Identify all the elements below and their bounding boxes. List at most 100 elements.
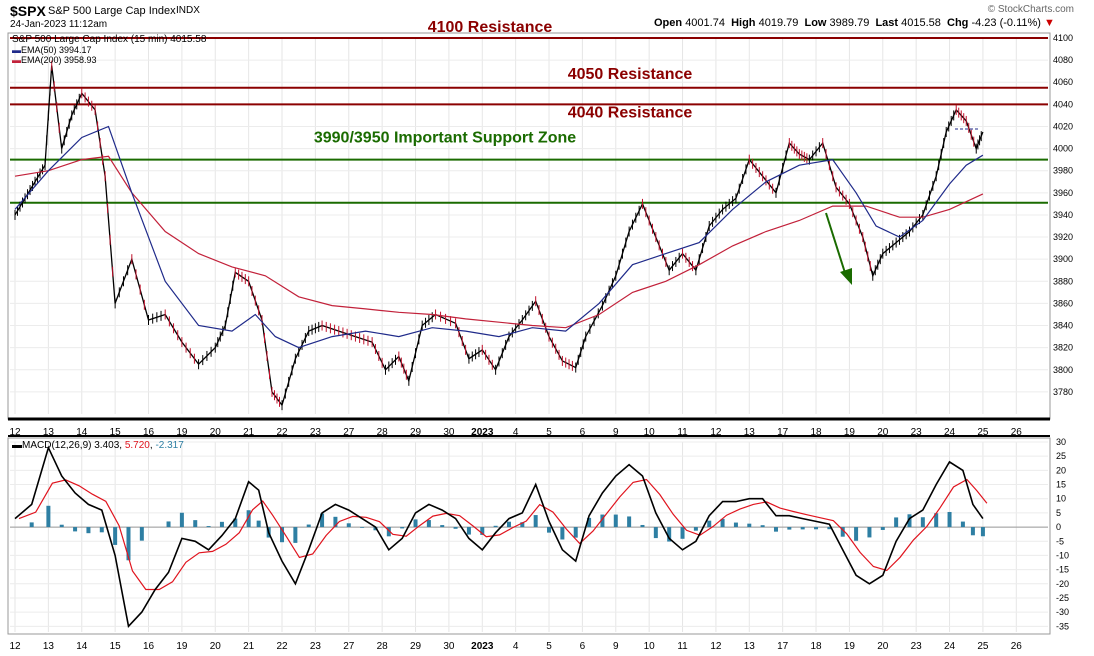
x-tick-label: 4: [513, 427, 519, 438]
macd-hist-bar: [193, 520, 198, 528]
x-tick-label-macd: 19: [176, 641, 188, 652]
macd-hist-bar: [219, 521, 224, 528]
x-tick-label: 16: [143, 427, 155, 438]
high-label: High: [731, 17, 756, 29]
x-tick-label-macd: 29: [410, 641, 422, 652]
chg-value: -4.23 (-0.11%): [971, 17, 1041, 29]
x-tick-label: 26: [1011, 427, 1023, 438]
macd-hist-bar: [587, 517, 592, 528]
macd-tick-label: 5: [1056, 508, 1061, 518]
macd-hist-bar: [373, 527, 378, 531]
price-tick-label: 3980: [1053, 166, 1073, 176]
macd-tick-label: 25: [1056, 451, 1066, 461]
ema200-legend-swatch-icon: ▬: [12, 55, 21, 65]
macd-hist-bar: [99, 527, 104, 533]
level-annotation-label: 3990/3950 Important Support Zone: [314, 130, 576, 147]
macd-hist-bar: [59, 524, 64, 528]
x-tick-label-macd: 13: [43, 641, 55, 652]
x-tick-label: 20: [877, 427, 889, 438]
x-tick-label-macd: 5: [546, 641, 552, 652]
macd-hist-bar: [179, 512, 184, 528]
low-label: Low: [804, 17, 827, 29]
x-tick-label-macd: 12: [9, 641, 21, 652]
macd-signal-value: 5.720: [124, 440, 150, 451]
x-tick-label: 9: [613, 427, 619, 438]
x-tick-label-macd: 25: [977, 641, 989, 652]
macd-hist-bar: [760, 525, 765, 528]
macd-hist-bar: [667, 527, 672, 542]
macd-tick-label: -20: [1056, 579, 1069, 589]
x-tick-label-macd: 27: [343, 641, 355, 652]
x-tick-label-macd: 28: [377, 641, 389, 652]
x-tick-label: 15: [110, 427, 122, 438]
x-tick-label-macd: 4: [513, 641, 519, 652]
macd-hist-bar: [440, 525, 445, 528]
open-value: 4001.74: [685, 17, 725, 29]
macd-hist-bar: [480, 527, 485, 535]
ema200-legend: ▬EMA(200) 3958.93: [12, 55, 97, 65]
level-annotation-label: 4040 Resistance: [568, 104, 693, 121]
x-tick-label: 22: [276, 427, 288, 438]
macd-signal-line: [18, 478, 988, 591]
x-tick-label-macd: 2023: [471, 641, 494, 652]
macd-tick-label: -10: [1056, 550, 1069, 560]
x-tick-label: 23: [911, 427, 923, 438]
x-tick-label-macd: 21: [243, 641, 255, 652]
macd-hist-bar: [306, 524, 311, 528]
price-tick-label: 3840: [1053, 321, 1073, 331]
macd-hist-bar: [73, 527, 78, 532]
price-tick-label: 3860: [1053, 298, 1073, 308]
macd-hist-bar: [346, 523, 351, 528]
x-tick-label: 6: [580, 427, 586, 438]
macd-hist-bar: [333, 516, 338, 528]
x-tick-label-macd: 30: [443, 641, 455, 652]
macd-hist-bar: [814, 527, 819, 530]
macd-hist-bar: [707, 520, 712, 528]
price-tick-label: 4060: [1053, 77, 1073, 87]
macd-hist-bar: [854, 527, 859, 541]
x-tick-label-macd: 16: [143, 641, 155, 652]
x-tick-label: 19: [844, 427, 856, 438]
macd-hist-bar: [970, 527, 975, 536]
macd-hist-bar: [493, 525, 498, 528]
macd-hist-bar: [29, 522, 34, 528]
macd-hist-bar: [627, 516, 632, 528]
price-tick-label: 3880: [1053, 276, 1073, 286]
price-tick-label: 3920: [1053, 232, 1073, 242]
x-tick-label: 27: [343, 427, 355, 438]
price-tick-label: 4000: [1053, 144, 1073, 154]
ema50-legend: ▬EMA(50) 3994.17: [12, 45, 92, 55]
macd-hist-bar: [166, 521, 171, 528]
x-tick-label-macd: 20: [210, 641, 222, 652]
price-tick-label: 3780: [1053, 387, 1073, 397]
macd-hist-bar: [827, 527, 832, 530]
macd-hist-bar: [86, 527, 91, 534]
macd-hist-bar: [880, 527, 885, 530]
x-tick-label-macd: 10: [644, 641, 656, 652]
macd-hist-bar: [506, 521, 511, 528]
macd-hist-bar: [547, 527, 552, 533]
x-tick-label-macd: 22: [276, 641, 288, 652]
price-tick-label: 3940: [1053, 210, 1073, 220]
open-label: Open: [654, 17, 683, 29]
x-tick-label-macd: 23: [310, 641, 322, 652]
x-tick-label: 5: [546, 427, 552, 438]
macd-hist-bar: [867, 527, 872, 538]
macd-hist-bar: [960, 521, 965, 528]
low-value: 3989.79: [829, 17, 870, 29]
macd-hist-bar: [920, 517, 925, 528]
x-tick-label: 10: [644, 427, 656, 438]
ohlc-bar: Open 4001.74 High 4019.79 Low 3989.79 La…: [654, 17, 1055, 29]
ema50-line: [14, 125, 984, 349]
macd-hist-bar: [613, 514, 618, 528]
macd-tick-label: 20: [1056, 465, 1066, 475]
macd-hist-bar: [46, 505, 51, 528]
macd-tick-label: 10: [1056, 494, 1066, 504]
macd-tick-label: -15: [1056, 565, 1069, 575]
x-tick-label-macd: 19: [844, 641, 856, 652]
macd-hist-bar: [126, 527, 131, 561]
last-value: 4015.58: [901, 17, 941, 29]
macd-hist-bar: [840, 527, 845, 537]
macd-hist-value: -2.317: [155, 440, 184, 451]
